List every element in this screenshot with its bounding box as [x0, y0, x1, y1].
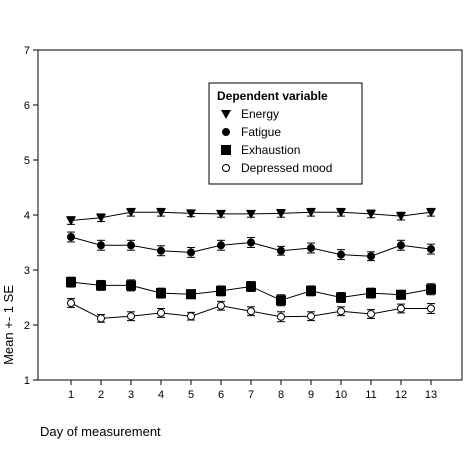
y-tick-label: 2: [24, 320, 30, 332]
y-tick-label: 6: [24, 100, 30, 112]
data-point: [216, 285, 226, 296]
x-tick-label: 7: [248, 389, 254, 401]
data-point: [247, 238, 255, 247]
data-point: [96, 213, 106, 223]
data-point: [156, 208, 166, 218]
data-point: [396, 289, 406, 300]
data-point: [367, 252, 375, 261]
x-tick-label: 3: [128, 389, 134, 401]
data-point: [216, 209, 226, 219]
data-point: [337, 307, 345, 316]
legend-box: [208, 82, 363, 185]
data-point: [307, 312, 315, 321]
y-axis-title: Mean +- 1 SE: [1, 285, 16, 365]
x-tick-label: 10: [335, 389, 347, 401]
x-tick-label: 5: [188, 389, 194, 401]
data-point: [222, 128, 230, 136]
y-tick-label: 5: [24, 155, 30, 167]
data-point: [427, 245, 435, 254]
data-point: [221, 145, 231, 155]
data-point: [221, 110, 231, 119]
y-axis: 1 2 3 4 5 6 7: [24, 45, 38, 387]
data-point: [397, 241, 405, 250]
legend-label: Exhaustion: [241, 143, 300, 157]
data-point: [217, 241, 225, 250]
x-tick-label: 8: [278, 389, 284, 401]
data-point: [336, 208, 346, 218]
data-point: [217, 301, 225, 310]
x-tick-label: 6: [218, 389, 224, 401]
data-point: [427, 304, 435, 313]
legend-label: Fatigue: [241, 125, 281, 139]
data-point: [306, 285, 316, 296]
data-point: [66, 216, 76, 226]
x-tick-label: 13: [425, 389, 437, 401]
data-point: [157, 308, 165, 317]
data-point: [127, 312, 135, 321]
x-axis-title: Day of measurement: [40, 424, 161, 439]
x-tick-label: 2: [98, 389, 104, 401]
series-exhaustion: [66, 276, 436, 307]
data-point: [247, 307, 255, 316]
data-point: [336, 292, 346, 303]
data-point: [246, 281, 256, 292]
data-point: [126, 280, 136, 291]
series-energy: [66, 207, 436, 226]
data-point: [66, 277, 76, 288]
data-point: [67, 233, 75, 241]
data-point: [97, 314, 105, 323]
data-point: [246, 209, 256, 219]
data-point: [397, 304, 405, 313]
data-point: [187, 248, 195, 257]
legend-title: Dependent variable: [217, 89, 328, 103]
series-depressed-mood: [67, 298, 435, 323]
series-layer: [66, 207, 436, 323]
data-point: [306, 208, 316, 218]
data-point: [426, 208, 436, 218]
data-point: [276, 295, 286, 306]
series-fatigue: [67, 231, 435, 262]
data-point: [97, 241, 105, 250]
data-point: [187, 312, 195, 321]
x-tick-label: 12: [395, 389, 407, 401]
data-point: [307, 244, 315, 252]
data-point: [96, 280, 106, 291]
legend-entries: Energy Fatigue Exhaustion Depressed mood: [221, 107, 332, 175]
data-point: [396, 212, 406, 222]
x-tick-label: 4: [158, 389, 164, 401]
data-point: [366, 288, 376, 299]
data-point: [222, 164, 230, 172]
data-point: [186, 289, 196, 300]
x-tick-label: 11: [365, 389, 376, 401]
data-point: [366, 209, 376, 219]
data-point: [337, 250, 345, 259]
x-axis: 1 2 3 4 5 6 7 8 9 10 11 12 13: [68, 380, 437, 401]
data-point: [186, 209, 196, 219]
data-point: [426, 284, 436, 295]
data-point: [127, 241, 135, 250]
data-point: [126, 208, 136, 218]
data-point: [276, 209, 286, 219]
x-tick-label: 1: [68, 389, 74, 401]
legend: Dependent variable Energy Fatigue Exhausti…: [208, 82, 363, 185]
data-point: [367, 310, 375, 318]
data-point: [277, 312, 285, 321]
legend-label: Energy: [241, 107, 279, 121]
y-tick-label: 7: [24, 45, 30, 57]
data-point: [277, 246, 285, 255]
x-tick-label: 9: [308, 389, 314, 401]
y-tick-label: 4: [24, 210, 30, 222]
legend-label: Depressed mood: [241, 161, 332, 175]
data-point: [157, 246, 165, 255]
y-tick-label: 1: [24, 375, 30, 387]
data-point: [156, 288, 166, 299]
data-point: [67, 299, 75, 307]
y-tick-label: 3: [24, 265, 30, 277]
